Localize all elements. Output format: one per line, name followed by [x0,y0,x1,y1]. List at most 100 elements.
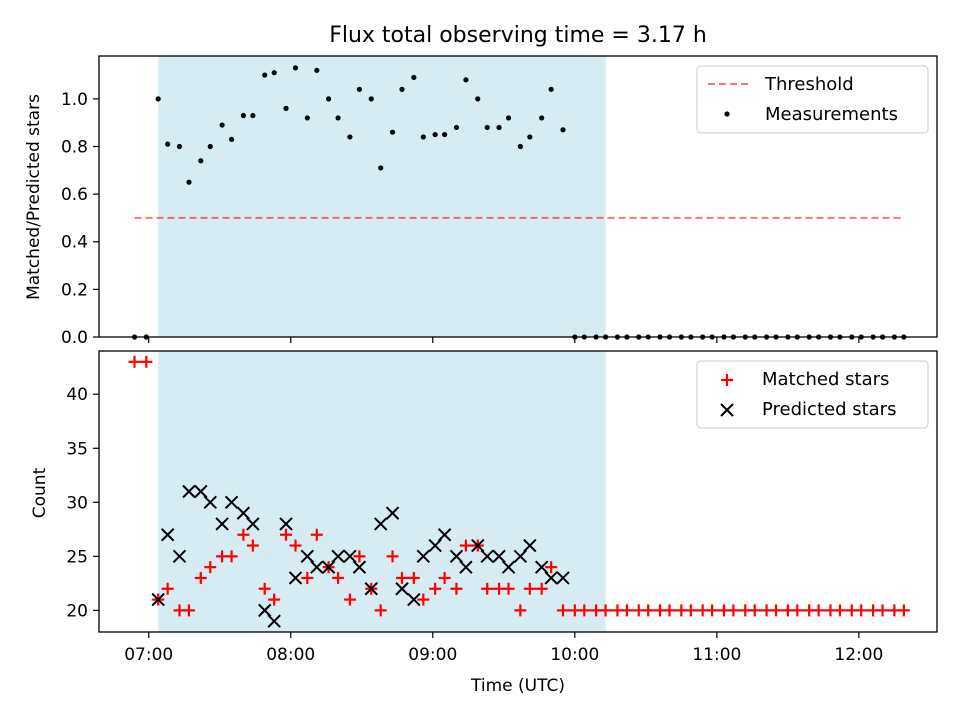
measurement-point [304,115,310,121]
measurement-point [262,72,268,78]
legend-matched-label: Matched stars [762,369,889,390]
measurement-point [292,65,299,71]
matched-star-point [620,604,633,617]
bottom-x-ticks: 07:00 08:00 09:00 10:00 11:00 12:00 [124,632,883,665]
measurement-point [411,74,417,81]
measurement-point [356,86,362,92]
measurement-point [548,86,554,92]
predicted-star-point [203,495,217,510]
legend-matched-swatch [721,374,733,386]
observing-window-band [158,351,606,632]
top-y-tick-label: 0.2 [61,280,88,300]
predicted-star-point [513,549,528,564]
measurement-point [198,158,204,164]
matched-star-point [727,604,740,617]
bottom-y-axis-label: Count [30,467,50,518]
measurement-point [432,131,438,138]
legend-predicted-swatch [720,403,734,417]
bottom-y-tick-label: 35 [66,439,88,459]
matched-star-point [459,539,472,552]
predicted-star-point [556,571,570,585]
top-y-tick-label: 0.8 [61,137,88,157]
matched-star-point [706,604,719,617]
bottom-x-tick-label: 11:00 [692,645,741,665]
matched-star-point [386,550,399,563]
predicted-star-point [407,592,421,607]
matched-star-point [225,550,238,563]
matched-star-point [812,604,825,617]
matched-star-point [642,604,655,617]
predicted-star-point [288,571,303,585]
matched-star-point [578,604,591,617]
matched-star-point [770,604,783,617]
measurement-point [240,112,247,119]
bottom-x-tick-label: 08:00 [266,645,315,665]
matched-star-point [301,571,314,584]
bottom-y-tick-label: 20 [66,601,88,621]
bottom-legend: Matched stars Predicted stars [696,360,929,429]
matched-star-point [438,571,451,584]
matched-star-point [353,550,366,563]
bottom-legend-box [696,360,929,429]
measurement-point [347,134,353,140]
predicted-star-point [310,560,324,574]
matched-star-point [523,582,536,595]
measurement-point [399,86,405,92]
matched-star-point [374,604,387,617]
measurement-point [463,77,469,83]
matched-star-point [684,604,697,617]
measurement-point [335,115,341,121]
predicted-star-point [492,549,506,564]
predicted-star-point [544,571,558,585]
matched-star-point [663,604,676,617]
matched-star-point [450,582,463,595]
matched-star-point [535,582,548,595]
measurement-point [250,112,256,119]
matched-star-point [417,593,430,606]
matched-star-point [545,561,558,574]
top-y-tick-label: 0.6 [61,185,88,205]
legend-measurements-swatch [724,111,730,117]
matched-star-point [514,604,527,617]
matched-star-point [237,528,250,541]
measurement-point [219,122,225,128]
measurement-point [420,134,426,140]
top-legend-box [696,65,929,134]
measurement-point [496,124,502,131]
predicted-star-point [151,592,165,607]
figure-title: Flux total observing time = 3.17 h [329,23,707,48]
predicted-star-point [257,603,272,618]
top-x-ticks [148,337,860,343]
bottom-panel: 20 25 30 35 40 07:00 08:00 09:00 10:00 11:00 12:0… [30,350,938,696]
top-panel: 0.0 0.2 0.4 0.6 0.8 1.0 Matched/Predicted sta… [24,55,938,348]
observing-window-band [158,56,606,337]
bottom-x-tick-label: 10:00 [550,645,599,665]
measurement-point [207,143,213,150]
predicted-star-point [385,506,400,520]
predicted-star-point [480,549,494,564]
x-axis-label: Time (UTC) [470,676,565,696]
predicted-star-point [534,560,549,574]
matched-star-point [332,571,345,584]
measurement-point [505,115,512,121]
measurement-point [228,136,235,142]
matched-star-point [310,528,323,541]
measurement-point [283,105,289,111]
measurement-point [539,115,545,121]
bottom-x-tick-label: 09:00 [408,645,457,665]
predicted-star-point [343,549,357,564]
top-measurements-layer [131,65,907,340]
matched-star-point [833,604,846,617]
measurement-point [165,141,171,147]
top-y-tick-label: 0.4 [61,233,88,253]
measurement-point [453,124,460,131]
measurement-point [176,143,183,150]
matched-star-point [791,604,804,617]
bottom-y-tick-label: 25 [66,547,88,567]
matched-star-point [204,561,217,574]
measurement-point [314,67,320,73]
predicted-star-point [501,560,516,574]
measurement-point [155,96,161,102]
predicted-star-point [352,560,367,574]
